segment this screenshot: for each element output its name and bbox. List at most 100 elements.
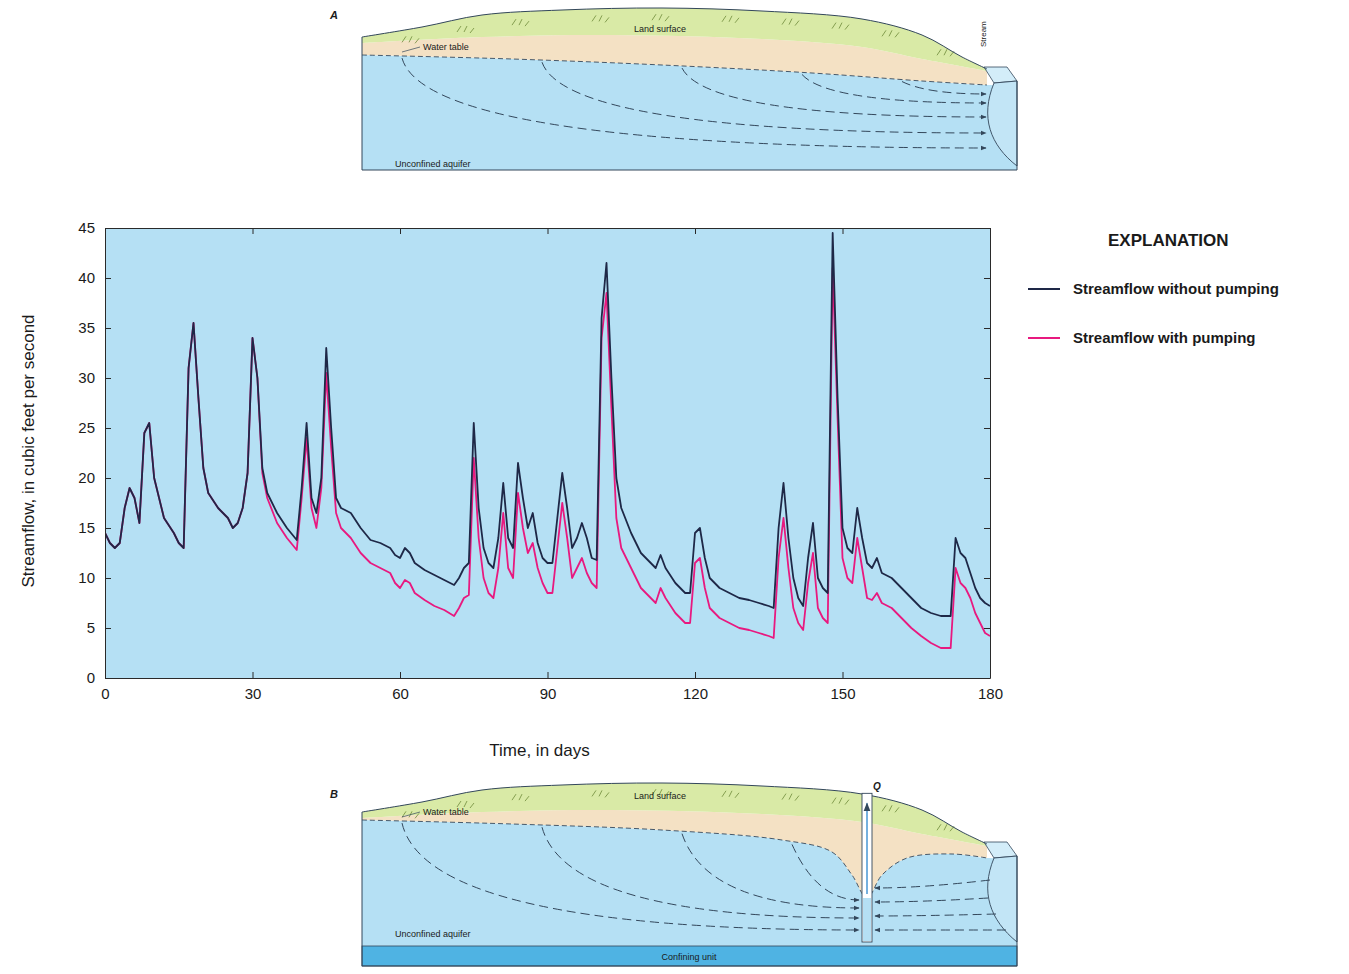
- water-table-leader: [402, 47, 420, 52]
- tick: [984, 278, 990, 279]
- block-outline: [362, 812, 1017, 966]
- vegetation: [722, 791, 739, 798]
- stream-label: Stream: [979, 21, 988, 47]
- tick: [695, 228, 696, 234]
- tick-label: 25: [78, 419, 95, 436]
- vegetation: [832, 798, 849, 805]
- flow-line: [402, 823, 859, 930]
- vegetation: [782, 794, 799, 801]
- tick-mark: [105, 628, 111, 629]
- tick: [984, 678, 990, 679]
- flow-line: [542, 827, 859, 918]
- tick-label: 150: [830, 685, 855, 702]
- tick: 10: [78, 569, 111, 586]
- land-surface-line: [362, 8, 987, 69]
- water-table-line: [362, 55, 987, 85]
- vegetation: [592, 15, 609, 22]
- tick-mark: [105, 678, 111, 679]
- pumping-arrow: [866, 803, 867, 894]
- tick: 20: [78, 469, 111, 486]
- vegetation: [937, 824, 954, 831]
- vegetation: [512, 19, 529, 26]
- vegetation: [782, 19, 799, 26]
- x-axis-top: [106, 228, 991, 234]
- block-outline: [362, 37, 1017, 170]
- tick-mark: [548, 672, 549, 678]
- tick: [984, 578, 990, 579]
- tick: 150: [830, 672, 855, 702]
- vegetation: [937, 49, 954, 56]
- series-line: [105, 268, 990, 648]
- x-axis: 0306090120150180: [101, 672, 1003, 702]
- legend-label: Streamflow with pumping: [1073, 329, 1256, 346]
- diagram-a: ALand surfaceWater tableUnconfined aquif…: [329, 8, 1017, 170]
- x-axis-title: Time, in days: [489, 741, 589, 760]
- tick-mark: [253, 672, 254, 678]
- tick: [548, 228, 549, 234]
- diagram-b: QBLand surfaceWater tableUnconfined aqui…: [330, 781, 1017, 966]
- tick-label: 35: [78, 319, 95, 336]
- well-casing: [862, 793, 872, 942]
- vegetation: [722, 16, 739, 23]
- tick-label: 5: [87, 619, 95, 636]
- vegetation: [882, 805, 899, 812]
- tick-mark: [105, 428, 111, 429]
- tick-label: 120: [683, 685, 708, 702]
- plot-background: [105, 228, 990, 678]
- tick: [253, 228, 254, 234]
- vegetation: [652, 14, 669, 21]
- tick-mark: [105, 228, 111, 229]
- tick-mark: [105, 478, 111, 479]
- tick: 15: [78, 519, 111, 536]
- axis-line: [105, 229, 106, 679]
- tick-mark: [843, 672, 844, 678]
- tick-mark: [105, 278, 111, 279]
- tick: 30: [245, 672, 262, 702]
- flow-line: [875, 898, 988, 902]
- tick: 5: [87, 619, 111, 636]
- series-line: [105, 233, 990, 616]
- tick: 40: [78, 269, 111, 286]
- tick-mark: [105, 528, 111, 529]
- tick-mark: [984, 528, 990, 529]
- tick-mark: [253, 228, 254, 234]
- land-surface-label: Land surface: [634, 791, 686, 801]
- flow-line: [875, 914, 996, 916]
- water-table-leader: [402, 812, 420, 817]
- tick: [984, 528, 990, 529]
- tick-mark: [984, 378, 990, 379]
- legend: EXPLANATIONStreamflow without pumpingStr…: [1028, 231, 1279, 346]
- land-surface-label: Land surface: [634, 24, 686, 34]
- y-axis-title: Streamflow, in cubic feet per second: [19, 314, 38, 587]
- flow-line: [875, 930, 1006, 931]
- tick-mark: [695, 672, 696, 678]
- aquifer-label: Unconfined aquifer: [395, 159, 471, 169]
- legend-title: EXPLANATION: [1108, 231, 1229, 250]
- flow-line: [902, 82, 986, 94]
- flow-line: [802, 74, 986, 103]
- panel-letter: B: [330, 788, 338, 800]
- tick: [984, 328, 990, 329]
- tick-label: 0: [87, 669, 95, 686]
- vegetation: [402, 811, 419, 818]
- legend-swatch: [1028, 288, 1060, 290]
- tick-mark: [984, 278, 990, 279]
- land-surface-line: [362, 783, 987, 844]
- tick-mark: [984, 628, 990, 629]
- flow-line: [875, 880, 990, 888]
- tick-label: 40: [78, 269, 95, 286]
- tick: [984, 228, 990, 229]
- tick: [984, 478, 990, 479]
- tick-label: 15: [78, 519, 95, 536]
- stream-channel: [988, 81, 1017, 166]
- vegetation: [512, 794, 529, 801]
- tick-label: 10: [78, 569, 95, 586]
- tick-mark: [548, 228, 549, 234]
- tick-label: 30: [245, 685, 262, 702]
- land-surface-zone: [362, 783, 987, 846]
- tick: 25: [78, 419, 111, 436]
- flow-line: [682, 68, 986, 117]
- y-axis: 051015202530354045: [78, 219, 111, 686]
- vegetation: [882, 30, 899, 37]
- tick: [984, 378, 990, 379]
